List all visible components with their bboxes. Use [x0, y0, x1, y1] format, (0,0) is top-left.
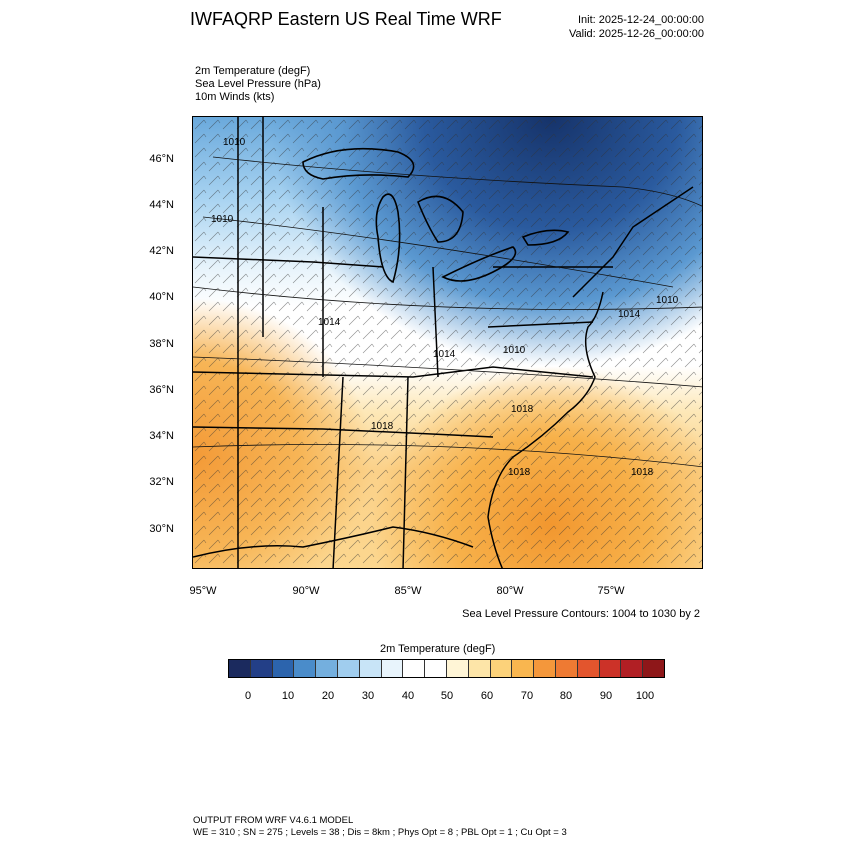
colorbar-label: 80	[559, 690, 573, 702]
valid-time: Valid: 2025-12-26_00:00:00	[569, 28, 704, 40]
pressure-contours	[193, 156, 702, 468]
colorbar-label: 40	[401, 690, 415, 702]
lon-label: 75°W	[597, 585, 625, 597]
lat-label: 38°N	[149, 338, 174, 350]
colorbar-title: 2m Temperature (degF)	[380, 643, 496, 655]
colorbar-label: 20	[321, 690, 335, 702]
lon-label: 90°W	[292, 585, 320, 597]
colorbar-label: 10	[281, 690, 295, 702]
lat-label: 32°N	[149, 476, 174, 488]
coastlines	[193, 117, 694, 568]
map-canvas: 1010 1010 1010 1014 1014 1010 1014 1018 …	[193, 117, 702, 568]
colorbar-label: 30	[361, 690, 375, 702]
init-time: Init: 2025-12-24_00:00:00	[578, 14, 704, 26]
contours-note: Sea Level Pressure Contours: 1004 to 103…	[462, 608, 700, 620]
slp-label: 1018	[508, 467, 531, 478]
slp-label: 1018	[631, 467, 654, 478]
field-pressure: Sea Level Pressure (hPa)	[195, 78, 321, 90]
colorbar-swatch	[359, 660, 382, 677]
run-times: Init: 2025-12-24_00:00:00 Valid: 2025-12…	[569, 13, 704, 41]
colorbar-label: 0	[244, 690, 252, 702]
lat-label: 34°N	[149, 430, 174, 442]
colorbar-label: 70	[520, 690, 534, 702]
slp-label: 1010	[503, 345, 526, 356]
colorbar-swatch	[446, 660, 469, 677]
colorbar-swatch	[468, 660, 491, 677]
weather-map: 1010 1010 1010 1014 1014 1010 1014 1018 …	[192, 116, 703, 569]
lat-label: 36°N	[149, 384, 174, 396]
lon-label: 95°W	[189, 585, 217, 597]
colorbar-swatch	[490, 660, 513, 677]
footer-model: OUTPUT FROM WRF V4.6.1 MODEL	[193, 815, 354, 826]
slp-label: 1010	[223, 137, 246, 148]
colorbar-swatch	[272, 660, 295, 677]
colorbar-swatch	[316, 660, 338, 677]
colorbar-swatch	[229, 660, 251, 677]
great-lakes	[302, 147, 570, 284]
colorbar-swatch	[294, 660, 317, 677]
colorbar-swatch	[250, 660, 273, 677]
colorbar-label: 100	[635, 690, 655, 702]
slp-label: 1014	[433, 349, 456, 360]
colorbar	[228, 659, 665, 678]
slp-label: 1018	[371, 421, 394, 432]
slp-label: 1014	[618, 309, 641, 320]
colorbar-label: 50	[440, 690, 454, 702]
colorbar-label: 90	[599, 690, 613, 702]
field-temperature: 2m Temperature (degF)	[195, 65, 311, 77]
chart-title: IWFAQRP Eastern US Real Time WRF	[190, 9, 502, 29]
field-list: 2m Temperature (degF) Sea Level Pressure…	[195, 65, 321, 104]
colorbar-swatch	[425, 660, 447, 677]
lon-label: 80°W	[496, 585, 524, 597]
colorbar-swatch	[555, 660, 578, 677]
lat-label: 46°N	[149, 153, 174, 165]
colorbar-swatch	[512, 660, 535, 677]
model-footer: OUTPUT FROM WRF V4.6.1 MODEL WE = 310 ; …	[193, 815, 567, 839]
colorbar-swatch	[577, 660, 600, 677]
footer-config: WE = 310 ; SN = 275 ; Levels = 38 ; Dis …	[193, 827, 567, 838]
lat-label: 30°N	[149, 523, 174, 535]
colorbar-label: 60	[480, 690, 494, 702]
colorbar-swatch	[621, 660, 644, 677]
lat-label: 40°N	[149, 291, 174, 303]
lon-label: 85°W	[394, 585, 422, 597]
lat-label: 42°N	[149, 245, 174, 257]
colorbar-swatch	[534, 660, 556, 677]
slp-label: 1014	[318, 317, 341, 328]
slp-label: 1018	[511, 404, 534, 415]
field-winds: 10m Winds (kts)	[195, 91, 275, 103]
colorbar-swatch	[381, 660, 404, 677]
colorbar-swatch	[599, 660, 622, 677]
slp-label: 1010	[211, 214, 234, 225]
lat-label: 44°N	[149, 199, 174, 211]
slp-label: 1010	[656, 295, 679, 306]
wind-barbs	[193, 117, 702, 568]
slp-labels: 1010 1010 1010 1014 1014 1010 1014 1018 …	[211, 137, 679, 478]
colorbar-swatch	[337, 660, 360, 677]
colorbar-swatch	[643, 660, 664, 677]
colorbar-swatch	[403, 660, 426, 677]
